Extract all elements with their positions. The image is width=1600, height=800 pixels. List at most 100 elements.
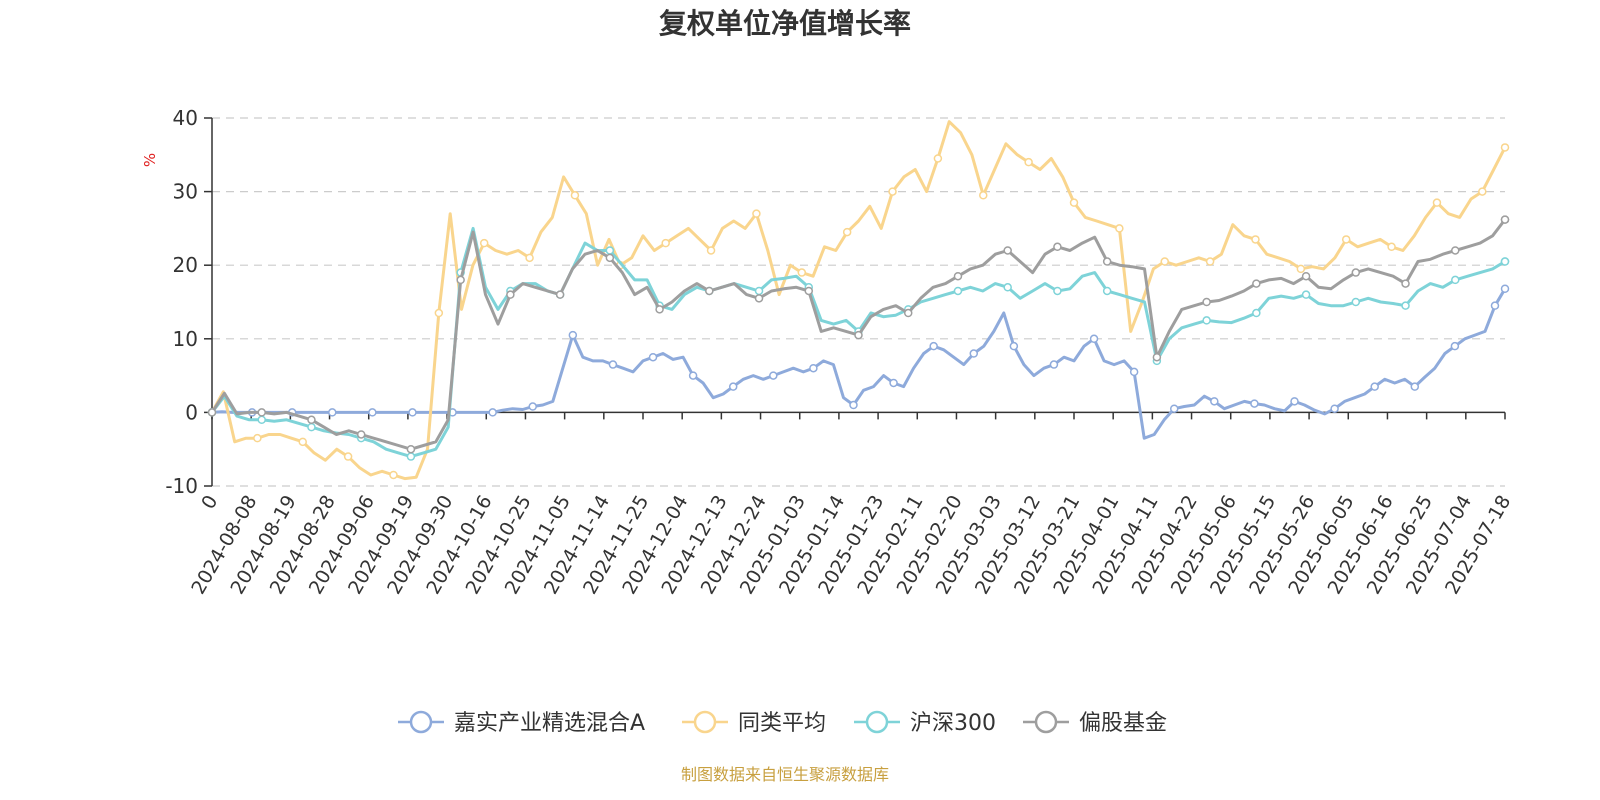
data-point [809,363,818,373]
data-point [1089,334,1099,344]
data-point [257,408,266,417]
data-point [555,290,565,299]
legend-marker [865,710,889,734]
data-point [1500,215,1510,224]
data-point [1003,246,1012,255]
legend-marker [409,710,433,734]
data-point [298,437,307,447]
grid-lines [212,117,1505,487]
data-point [1252,308,1261,318]
data-point [953,271,963,281]
data-point [1432,198,1442,207]
data-point [979,191,988,200]
data-point [1401,279,1410,288]
data-point [568,330,578,340]
data-point [929,341,938,351]
data-point [754,286,764,296]
data-point [1301,290,1311,299]
data-point [479,238,489,248]
data-point [953,286,963,296]
data-point [434,308,444,318]
data-point [207,408,217,417]
data-point [307,422,316,432]
chart-title: 复权单位净值增长率 [659,7,911,40]
data-point [307,415,316,425]
data-point [1410,382,1420,391]
data-point [655,305,664,314]
data-point [1500,284,1510,294]
data-point [1202,297,1211,307]
x-tick-labels: 02024-08-082024-08-192024-08-282024-09-0… [187,491,1515,598]
data-point [797,268,807,277]
series-line-0 [211,288,1507,440]
data-point [1003,283,1012,292]
data-point [408,408,417,417]
data-point [903,308,913,318]
series-line-1 [210,120,1507,481]
legend-label: 沪深300 [910,711,996,736]
data-point [1210,397,1219,406]
data-point [456,275,465,285]
data-point [1330,404,1339,413]
y-tick-label: -10 [165,474,198,498]
data-point [343,452,353,461]
data-point [754,294,764,303]
data-point [1053,286,1062,296]
data-point [661,238,670,248]
legend-label: 嘉实产业精选混合A [454,711,645,736]
y-tick-label: 10 [173,327,198,351]
data-point [605,253,615,263]
data-point [1053,242,1062,252]
data-point [1490,301,1500,310]
legend: 嘉实产业精选混合A 同类平均 沪深300 偏股基金 [398,710,1167,736]
data-point [1387,242,1396,252]
data-point [648,352,658,362]
data-point [1129,367,1139,377]
data-point [1251,235,1260,244]
data-point [1169,404,1179,413]
series-lines [207,120,1510,481]
data-point [1500,143,1510,152]
data-point [257,415,266,425]
data-point [804,286,814,296]
legend-marker [693,710,717,734]
data-point [889,378,898,388]
data-point [854,330,863,340]
data-point [1202,316,1211,325]
data-point [356,430,366,439]
data-point [1102,286,1112,296]
data-point [1250,399,1259,408]
data-point [1451,275,1460,285]
data-point [769,371,778,380]
y-tick-label: 20 [173,253,198,277]
data-point [506,290,515,299]
data-point [1009,341,1019,351]
data-point [1205,257,1215,266]
data-point [969,349,979,358]
legend-label: 偏股基金 [1079,711,1167,736]
legend-marker [1034,710,1058,734]
data-point [368,408,377,417]
data-point [1049,360,1059,369]
data-point [728,382,738,391]
data-point [1252,279,1261,288]
data-point [253,433,262,443]
data-point [1451,246,1460,255]
data-point [605,246,615,255]
data-point [389,470,398,480]
data-point [1160,257,1169,266]
data-point [1152,352,1162,362]
data-point [1351,297,1361,307]
y-tick-label: 30 [173,180,198,204]
data-point [488,408,497,417]
data-point [888,187,897,196]
data-point [933,154,943,163]
data-point [1102,257,1112,266]
legend-label: 同类平均 [738,711,826,736]
y-axis-unit: % [141,153,159,167]
data-point [688,371,698,380]
axes [204,117,1506,487]
data-source-note: 制图数据来自恒生聚源数据库 [681,765,889,784]
data-point [528,402,537,411]
data-point [1115,224,1124,233]
